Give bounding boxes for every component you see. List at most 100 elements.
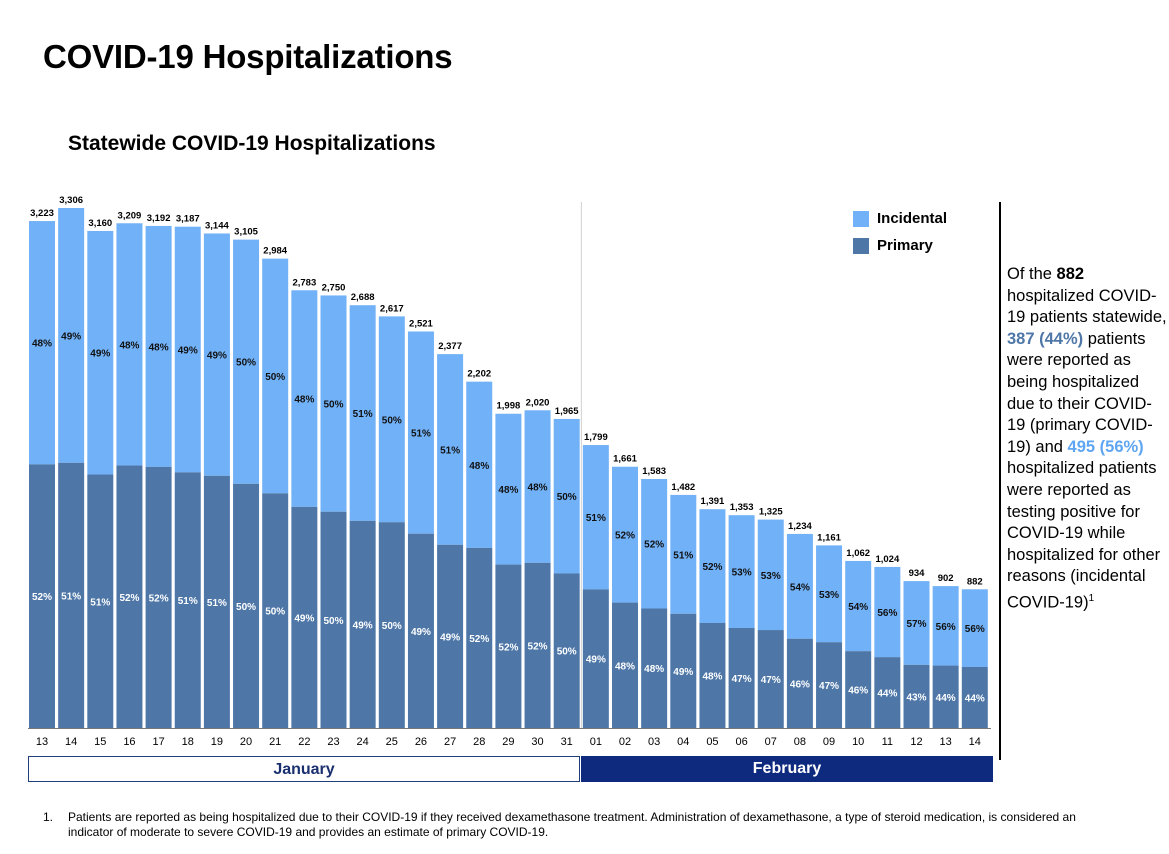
bar-incidental bbox=[378, 316, 405, 523]
hospitalizations-chart: 3,223 48% 52% 13 3,306 49% 51% 14 3,160 49% 51% 15 3… bbox=[28, 195, 991, 748]
x-tick-label: 27 bbox=[444, 736, 456, 748]
bar-total-label: 3,187 bbox=[176, 214, 200, 225]
incidental-pct-label: 57% bbox=[906, 619, 926, 630]
incidental-pct-label: 51% bbox=[411, 429, 431, 440]
bar-total-label: 1,391 bbox=[701, 496, 725, 507]
x-tick-label: 29 bbox=[502, 736, 514, 748]
bar-primary bbox=[524, 562, 551, 728]
bar-incidental bbox=[932, 586, 959, 666]
bar-primary bbox=[87, 474, 114, 728]
bar-total-label: 3,144 bbox=[205, 220, 229, 231]
primary-pct-label: 51% bbox=[178, 596, 198, 607]
x-tick-label: 15 bbox=[94, 736, 106, 748]
x-tick-label: 09 bbox=[823, 736, 835, 748]
bar-primary bbox=[728, 627, 755, 728]
x-tick-label: 05 bbox=[706, 736, 718, 748]
bar-incidental bbox=[816, 545, 843, 643]
primary-pct-label: 44% bbox=[877, 689, 897, 700]
incidental-pct-label: 54% bbox=[848, 602, 868, 613]
summary-footnote-ref: 1 bbox=[1088, 592, 1095, 604]
primary-pct-label: 50% bbox=[323, 616, 343, 627]
x-tick-label: 14 bbox=[969, 736, 981, 748]
primary-pct-label: 47% bbox=[819, 681, 839, 692]
primary-pct-label: 44% bbox=[936, 693, 956, 704]
bar-incidental bbox=[437, 354, 464, 545]
incidental-pct-label: 51% bbox=[353, 409, 373, 420]
bar-total-label: 3,209 bbox=[118, 210, 142, 221]
incidental-pct-label: 48% bbox=[149, 342, 169, 353]
x-tick-label: 12 bbox=[910, 736, 922, 748]
incidental-pct-label: 51% bbox=[673, 550, 693, 561]
primary-pct-label: 48% bbox=[615, 661, 635, 672]
summary-text-2: hospitalized COVID-19 patients statewide… bbox=[1007, 286, 1167, 327]
month-label-january: January bbox=[28, 756, 580, 782]
primary-pct-label: 47% bbox=[761, 675, 781, 686]
summary-total: 882 bbox=[1056, 265, 1085, 283]
x-tick-label: 10 bbox=[852, 736, 864, 748]
x-tick-label: 31 bbox=[561, 736, 573, 748]
bar-primary bbox=[757, 630, 784, 728]
x-tick-label: 18 bbox=[182, 736, 194, 748]
footnote-text: Patients are reported as being hospitali… bbox=[68, 810, 1076, 839]
bar-total-label: 2,521 bbox=[409, 318, 433, 329]
incidental-pct-label: 54% bbox=[790, 582, 810, 593]
x-tick-label: 02 bbox=[619, 736, 631, 748]
bar-incidental bbox=[87, 230, 114, 475]
incidental-pct-label: 49% bbox=[61, 331, 81, 342]
summary-primary: 387 (44%) bbox=[1007, 329, 1084, 348]
primary-pct-label: 49% bbox=[353, 620, 373, 631]
bar-primary bbox=[291, 506, 318, 728]
chart-legend: Incidental Primary bbox=[853, 205, 947, 259]
primary-pct-label: 49% bbox=[673, 667, 693, 678]
primary-pct-label: 49% bbox=[586, 655, 606, 666]
bar-incidental bbox=[407, 331, 434, 534]
incidental-pct-label: 56% bbox=[965, 624, 985, 635]
bar-incidental bbox=[466, 381, 493, 548]
bar-primary bbox=[961, 666, 988, 728]
incidental-pct-label: 52% bbox=[615, 531, 635, 542]
incidental-pct-label: 49% bbox=[178, 346, 198, 357]
incidental-pct-label: 48% bbox=[294, 395, 314, 406]
month-label-february: February bbox=[581, 756, 993, 782]
x-tick-label: 25 bbox=[386, 736, 398, 748]
bar-primary bbox=[174, 472, 201, 728]
summary-text-1: Of the bbox=[1007, 265, 1057, 283]
incidental-pct-label: 50% bbox=[265, 372, 285, 383]
footnote-number: 1. bbox=[43, 810, 54, 824]
primary-pct-label: 52% bbox=[149, 593, 169, 604]
bar-incidental bbox=[116, 223, 143, 466]
bar-primary bbox=[466, 547, 493, 728]
bar-primary bbox=[582, 589, 609, 728]
x-tick-label: 26 bbox=[415, 736, 427, 748]
primary-pct-label: 46% bbox=[848, 686, 868, 697]
primary-pct-label: 49% bbox=[440, 632, 460, 643]
bar-total-label: 2,750 bbox=[322, 282, 346, 293]
bar-total-label: 1,325 bbox=[759, 507, 783, 518]
x-tick-label: 21 bbox=[269, 736, 281, 748]
primary-pct-label: 52% bbox=[469, 634, 489, 645]
bar-primary bbox=[233, 483, 260, 728]
incidental-pct-label: 53% bbox=[761, 571, 781, 582]
incidental-pct-label: 56% bbox=[936, 622, 956, 633]
x-tick-label: 19 bbox=[211, 736, 223, 748]
x-tick-label: 30 bbox=[531, 736, 543, 748]
incidental-pct-label: 56% bbox=[877, 608, 897, 619]
incidental-pct-label: 53% bbox=[819, 590, 839, 601]
bar-incidental bbox=[349, 305, 376, 521]
bar-incidental bbox=[29, 221, 55, 465]
x-tick-label: 01 bbox=[590, 736, 602, 748]
primary-pct-label: 47% bbox=[732, 674, 752, 685]
bar-primary bbox=[262, 493, 289, 728]
bar-incidental bbox=[641, 479, 668, 609]
incidental-pct-label: 48% bbox=[32, 339, 52, 350]
bar-total-label: 882 bbox=[967, 576, 983, 587]
bar-primary bbox=[699, 622, 726, 728]
primary-pct-label: 51% bbox=[207, 598, 227, 609]
primary-pct-label: 52% bbox=[32, 592, 52, 603]
primary-swatch bbox=[853, 237, 869, 254]
bar-primary bbox=[641, 608, 668, 728]
x-tick-label: 08 bbox=[794, 736, 806, 748]
bar-primary bbox=[670, 613, 697, 728]
bar-incidental bbox=[582, 445, 609, 590]
primary-pct-label: 52% bbox=[528, 641, 548, 652]
